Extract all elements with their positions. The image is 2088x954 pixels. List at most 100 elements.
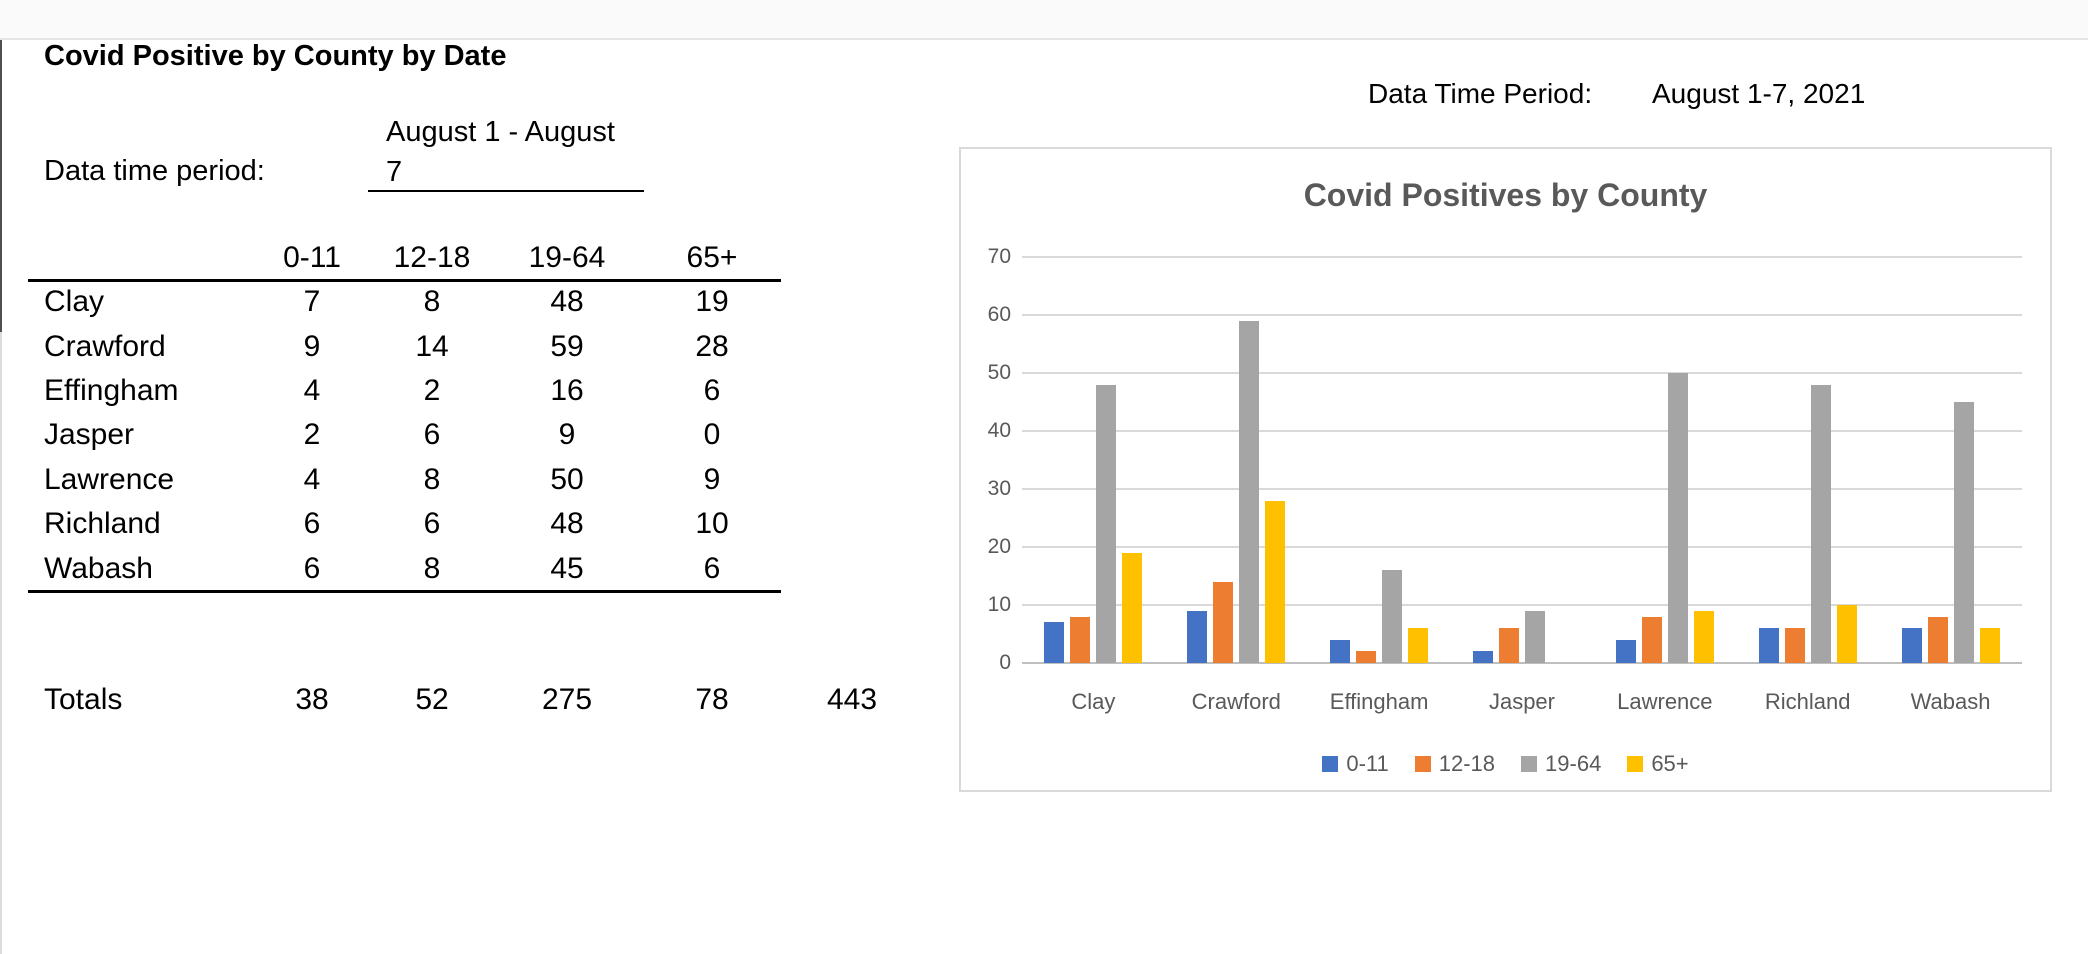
cell-lawrence-65+: 9 <box>703 462 721 496</box>
gridline-40 <box>1022 430 2022 432</box>
bar-65+-crawford <box>1265 500 1286 663</box>
bar-12-18-crawford <box>1213 581 1234 663</box>
legend-item-65+: 65+ <box>1627 751 1689 777</box>
xtick-richland: Richland <box>1764 689 1851 714</box>
xtick-crawford: Crawford <box>1191 689 1281 714</box>
xtick-wabash: Wabash <box>1910 689 1991 714</box>
row-label-lawrence: Lawrence <box>44 462 175 496</box>
gridline-60 <box>1022 314 2022 316</box>
cell-clay-12-18: 8 <box>423 285 441 319</box>
column-header-65+: 65+ <box>686 241 738 274</box>
cell-richland-65+: 10 <box>695 507 729 541</box>
cell-jasper-12-18: 6 <box>423 418 441 452</box>
period-underline <box>368 190 644 192</box>
total-0-11: 38 <box>295 683 329 716</box>
gridline-10 <box>1022 604 2022 606</box>
grand-total: 443 <box>826 683 878 716</box>
chart-legend: 0-11 12-18 19-64 65+ <box>961 751 2050 777</box>
ytick-20: 20 <box>987 535 1011 558</box>
legend-swatch-0-11 <box>1322 756 1339 772</box>
period-value-line1: August 1 - August <box>386 116 615 148</box>
column-header-0-11: 0-11 <box>283 241 341 274</box>
legend-label-12-18: 12-18 <box>1438 751 1496 776</box>
cell-clay-19-64: 48 <box>550 285 584 319</box>
legend-label-65+: 65+ <box>1651 751 1689 776</box>
period-value: August 1 - August 7 <box>386 112 686 192</box>
cell-lawrence-12-18: 8 <box>423 462 441 496</box>
cell-effingham-19-64: 16 <box>550 373 584 407</box>
table-title: Covid Positive by County by Date <box>44 40 507 72</box>
covid-table: 0-11 12-18 19-64 65+ Clay 7 8 48 19 Crawford 9 14 59… <box>44 236 782 591</box>
row-label-wabash: Wabash <box>44 551 153 585</box>
gridline-30 <box>1022 488 2022 490</box>
gridline-20 <box>1022 546 2022 548</box>
period-value-line2: 7 <box>386 156 403 188</box>
left-page-edge-light <box>0 332 2 954</box>
total-19-64: 275 <box>541 683 593 716</box>
x-axis-line <box>1022 662 2022 664</box>
bar-0-11-wabash <box>1901 628 1922 663</box>
xtick-jasper: Jasper <box>1488 689 1555 714</box>
ytick-40: 40 <box>987 419 1011 442</box>
row-label-richland: Richland <box>44 507 161 541</box>
cell-wabash-12-18: 8 <box>423 551 441 585</box>
gridline-70 <box>1022 256 2022 258</box>
total-12-18: 52 <box>415 683 449 716</box>
bar-19-64-jasper <box>1525 610 1545 663</box>
chart-period-value: August 1-7, 2021 <box>1652 78 1866 109</box>
column-header-19-64: 19-64 <box>528 241 606 274</box>
cell-lawrence-0-11: 4 <box>303 462 321 496</box>
row-label-jasper: Jasper <box>44 418 135 452</box>
legend-swatch-19-64 <box>1521 756 1538 772</box>
xtick-effingham: Effingham <box>1329 689 1429 714</box>
bar-12-18-wabash <box>1927 616 1948 663</box>
ytick-30: 30 <box>987 477 1011 500</box>
cell-jasper-0-11: 2 <box>303 418 321 452</box>
bar-12-18-jasper <box>1499 628 1519 663</box>
bar-19-64-effingham <box>1382 570 1403 663</box>
cell-jasper-19-64: 9 <box>558 418 576 452</box>
plot-area: 0 10 20 30 40 50 60 70 Clay Crawford Effingham Jasp… <box>961 149 2050 790</box>
cell-crawford-0-11: 9 <box>303 329 321 363</box>
bar-0-11-richland <box>1758 628 1779 663</box>
legend-swatch-12-18 <box>1414 756 1431 772</box>
bar-65+-richland <box>1836 605 1857 663</box>
bar-12-18-effingham <box>1356 651 1377 663</box>
chart-title: Covid Positives by County <box>1303 177 1708 213</box>
legend-label-19-64: 19-64 <box>1545 751 1602 776</box>
top-strip <box>0 0 2088 40</box>
cell-clay-0-11: 7 <box>303 285 321 319</box>
xtick-lawrence: Lawrence <box>1617 689 1713 714</box>
bar-19-64-wabash <box>1953 402 1974 663</box>
totals-label: Totals <box>44 683 123 716</box>
cell-effingham-65+: 6 <box>703 373 721 407</box>
bar-0-11-clay <box>1044 622 1065 663</box>
totals-row: Totals 38 52 275 78 443 <box>44 678 922 722</box>
bar-0-11-effingham <box>1330 639 1351 663</box>
period-label: Data time period: <box>44 155 265 187</box>
xtick-clay: Clay <box>1071 689 1116 714</box>
cell-wabash-0-11: 6 <box>303 551 321 585</box>
gridline-50 <box>1022 372 2022 374</box>
bar-12-18-clay <box>1070 616 1091 663</box>
cell-clay-65+: 19 <box>695 285 729 319</box>
ytick-10: 10 <box>987 593 1011 616</box>
chart-canvas[interactable]: Covid Positives by County 0 10 20 30 40 50 60 7… <box>959 147 2052 792</box>
cell-wabash-65+: 6 <box>703 551 721 585</box>
bar-19-64-lawrence <box>1667 373 1688 663</box>
left-page-edge-dark <box>0 40 2 332</box>
legend-item-19-64: 19-64 <box>1521 751 1601 777</box>
cell-crawford-19-64: 59 <box>550 329 584 363</box>
ytick-0: 0 <box>999 651 1011 674</box>
legend-item-12-18: 12-18 <box>1414 751 1496 777</box>
bar-19-64-richland <box>1810 384 1831 663</box>
bar-0-11-crawford <box>1187 610 1208 663</box>
bar-65+-clay <box>1122 552 1143 663</box>
row-label-effingham: Effingham <box>44 373 179 407</box>
bar-12-18-richland <box>1784 628 1805 663</box>
column-header-12-18: 12-18 <box>393 241 471 274</box>
cell-richland-12-18: 6 <box>423 507 441 541</box>
table-bottom-rule <box>28 590 781 593</box>
bar-19-64-crawford <box>1239 320 1260 663</box>
bar-65+-effingham <box>1408 628 1429 663</box>
